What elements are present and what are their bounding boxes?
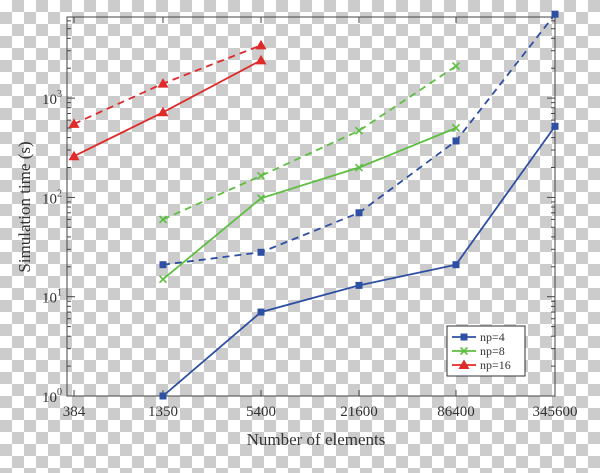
data-point: [159, 261, 167, 269]
data-point: [158, 215, 168, 224]
data-point: [157, 78, 169, 88]
y-tick-label: 100: [42, 387, 62, 406]
series-line-series-6-dashed: [73, 44, 262, 125]
data-point: [159, 392, 167, 400]
legend-label: np=8: [480, 344, 505, 358]
data-point: [551, 122, 559, 130]
series-line-series-4-dashed: [162, 65, 457, 221]
legend-marker: [458, 359, 470, 369]
plot-frame: [66, 16, 556, 397]
y-tick-label: 101: [42, 288, 62, 307]
data-point: [255, 39, 267, 50]
y-tick-label: 102: [42, 188, 62, 207]
tick-labels: 384 1350 5400 21600 86400 345600 100 101 102 103: [42, 89, 578, 420]
legend-marker: [459, 346, 469, 356]
data-point: [257, 248, 265, 256]
x-tick-label: 345600: [533, 404, 578, 420]
series-line-series-2-dashed: [162, 13, 556, 266]
legend-label: np=16: [480, 358, 511, 372]
x-tick-label: 384: [63, 404, 86, 420]
data-point: [257, 308, 265, 316]
x-tick-label: 21600: [340, 404, 378, 420]
x-axis-label: Number of elements: [247, 430, 386, 449]
legend: np=4np=8np=16: [446, 325, 526, 377]
data-point: [355, 209, 363, 217]
data-point: [451, 123, 461, 133]
y-tick-label: 103: [42, 89, 62, 108]
data-point: [256, 194, 266, 203]
series-line-np-8: [162, 127, 457, 280]
axis-ticks: [67, 17, 556, 397]
legend-marker: [460, 333, 468, 341]
data-point: [255, 54, 267, 65]
data-point: [68, 150, 80, 161]
legend-label: np=4: [480, 330, 505, 344]
x-tick-label: 86400: [437, 404, 475, 420]
data-point: [355, 281, 363, 289]
x-tick-label: 5400: [246, 404, 276, 420]
data-point: [451, 62, 461, 71]
data-point: [68, 118, 80, 128]
data-point: [354, 126, 364, 135]
y-axis-label: Simulation time (s): [15, 141, 34, 272]
data-point: [158, 275, 168, 284]
data-point: [452, 137, 460, 145]
series-markers: [68, 10, 559, 400]
data-point: [452, 261, 460, 269]
series-line-np-16: [73, 59, 262, 158]
data-point: [354, 163, 364, 172]
data-point: [256, 171, 266, 180]
x-tick-label: 1350: [148, 404, 178, 420]
data-point: [157, 106, 169, 117]
data-point: [551, 10, 559, 18]
